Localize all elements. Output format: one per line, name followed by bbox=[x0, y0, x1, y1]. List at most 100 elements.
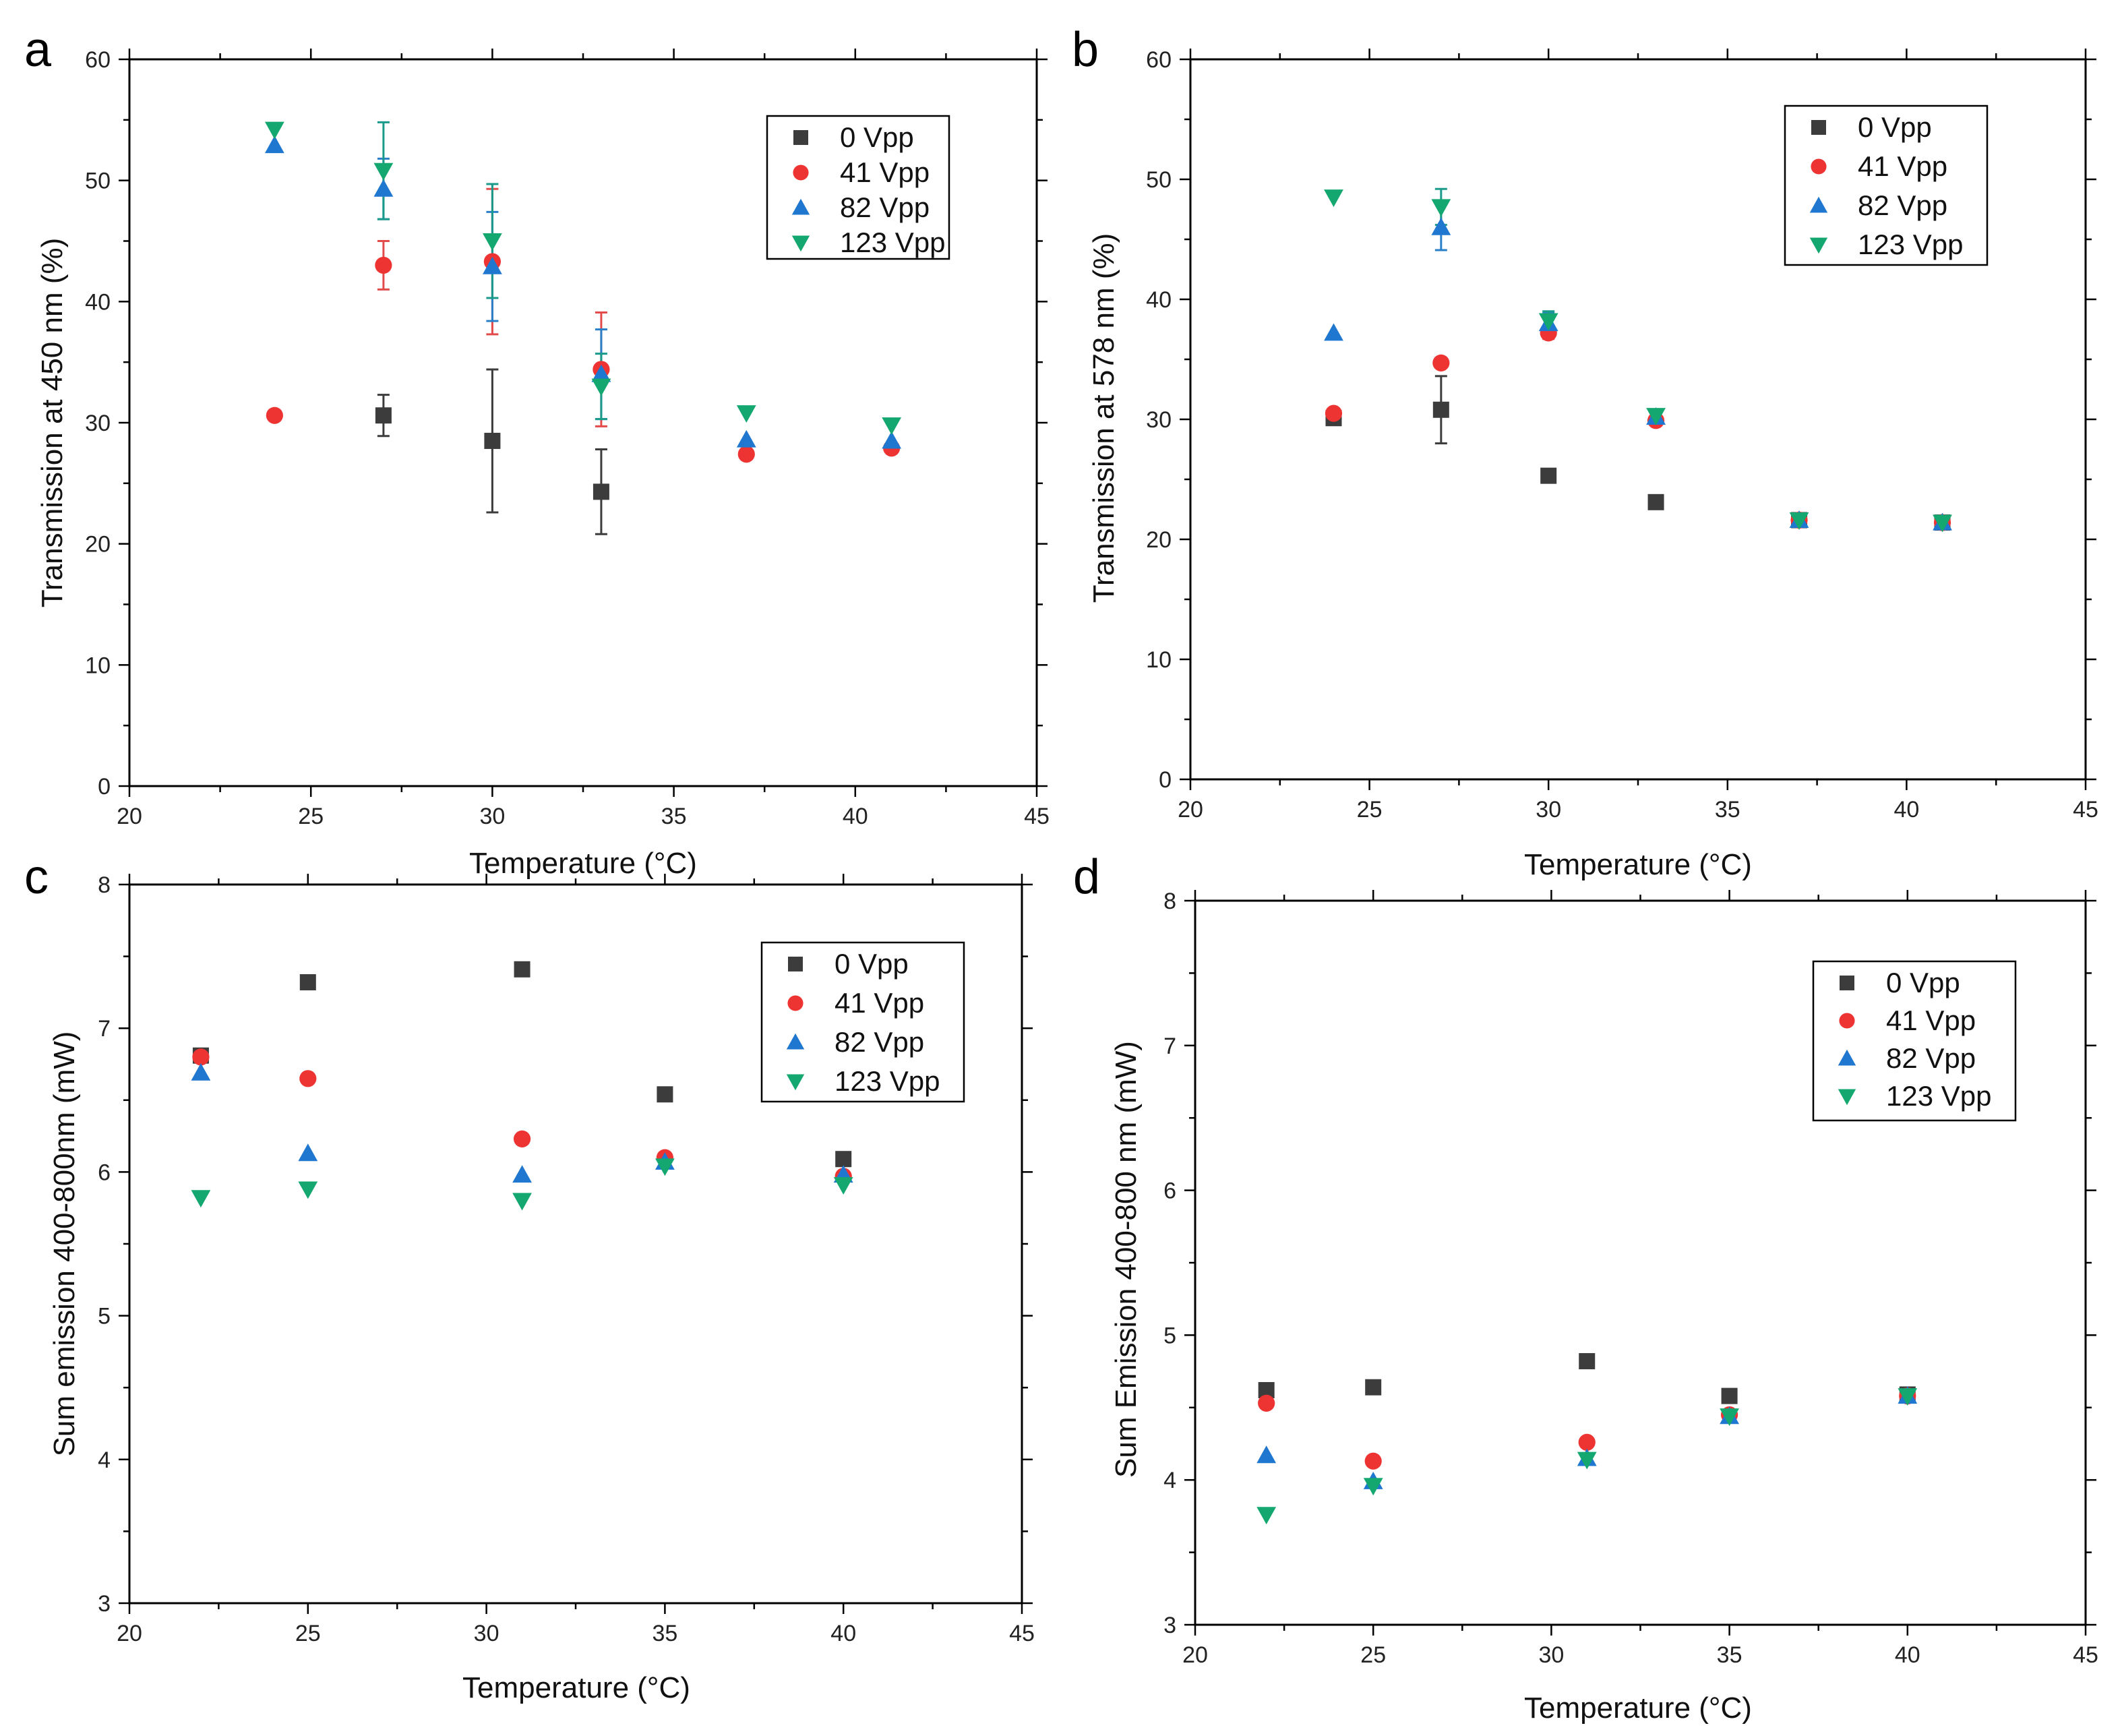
data-point-square bbox=[1647, 493, 1664, 510]
panel-letter-c: c bbox=[24, 850, 49, 904]
data-point-square bbox=[1432, 401, 1449, 418]
legend-marker-triangle-down bbox=[1838, 1089, 1856, 1106]
data-point-triangle-up bbox=[512, 1165, 532, 1183]
data-point-triangle-up bbox=[298, 1143, 318, 1162]
data-point-triangle-down bbox=[1933, 514, 1952, 533]
x-tick-label: 35 bbox=[1715, 797, 1740, 822]
panel-letter-d: d bbox=[1073, 850, 1100, 904]
y-tick-label: 40 bbox=[85, 289, 111, 315]
legend-marker-square bbox=[1811, 120, 1826, 135]
x-tick-label: 45 bbox=[1024, 804, 1050, 829]
legend-label: 82 Vpp bbox=[835, 1026, 924, 1058]
x-tick-label: 40 bbox=[1895, 1642, 1920, 1668]
y-tick-label: 50 bbox=[85, 169, 111, 194]
y-tick-label: 4 bbox=[98, 1447, 111, 1473]
y-axis-title: Sum emission 400-800nm (mW) bbox=[48, 1031, 81, 1457]
data-point-square bbox=[1721, 1387, 1738, 1404]
data-point-square bbox=[484, 432, 501, 449]
x-tick-label: 30 bbox=[474, 1621, 499, 1646]
legend-marker-square bbox=[788, 957, 803, 971]
x-tick-label: 25 bbox=[295, 1621, 321, 1646]
y-tick-label: 30 bbox=[1146, 407, 1172, 433]
legend-marker-triangle-up bbox=[791, 198, 810, 215]
data-point-square bbox=[375, 407, 392, 424]
data-point-triangle-down bbox=[264, 121, 284, 140]
y-tick-label: 8 bbox=[98, 872, 111, 898]
legend-label: 123 Vpp bbox=[1858, 229, 1963, 260]
data-point-circle bbox=[375, 256, 392, 274]
data-point-triangle-down bbox=[191, 1190, 211, 1208]
y-tick-label: 8 bbox=[1163, 889, 1176, 914]
legend-label: 123 Vpp bbox=[835, 1065, 940, 1097]
legend-marker-circle bbox=[787, 995, 804, 1011]
y-tick-label: 20 bbox=[1146, 527, 1172, 553]
y-tick-label: 6 bbox=[1163, 1178, 1176, 1204]
legend-marker-triangle-up bbox=[1838, 1049, 1856, 1066]
data-point-triangle-up bbox=[1431, 217, 1451, 235]
y-tick-label: 3 bbox=[98, 1591, 111, 1617]
legend-label: 0 Vpp bbox=[1858, 111, 1932, 143]
data-point-triangle-down bbox=[1256, 1507, 1277, 1525]
x-axis-title: Temperature (°C) bbox=[462, 1671, 690, 1704]
x-tick-label: 40 bbox=[1893, 797, 1919, 822]
legend-marker-triangle-up bbox=[786, 1033, 805, 1050]
y-tick-label: 3 bbox=[1163, 1613, 1176, 1638]
data-point-square bbox=[514, 961, 530, 978]
data-point-triangle-up bbox=[1324, 323, 1343, 341]
data-point-triangle-down bbox=[591, 378, 611, 396]
y-tick-label: 60 bbox=[1146, 47, 1172, 73]
data-point-triangle-down bbox=[655, 1158, 675, 1176]
panel-b: b 20 25 30 35 40 45 0 10 20 30 40 50 60 Temperature (°… bbox=[1072, 23, 2098, 881]
x-tick-label: 35 bbox=[652, 1621, 677, 1646]
y-axis-title: Transmission at 578 nm (%) bbox=[1087, 233, 1120, 603]
x-tick-label: 20 bbox=[117, 1621, 142, 1646]
legend-marker-triangle-down bbox=[786, 1074, 805, 1091]
data-point-square bbox=[657, 1086, 673, 1103]
x-axis-title: Temperature (°C) bbox=[469, 847, 697, 880]
legend-marker-triangle-down bbox=[1809, 237, 1828, 254]
panel-a: a 20 25 30 35 40 45 0 10 20 30 40 50 60 Temperature (°… bbox=[24, 23, 1050, 880]
x-tick-label: 35 bbox=[1717, 1642, 1742, 1668]
legend-label: 0 Vpp bbox=[835, 948, 909, 980]
y-tick-label: 10 bbox=[1146, 647, 1172, 673]
data-point-square bbox=[593, 483, 609, 500]
panel-letter-a: a bbox=[24, 23, 52, 77]
legend-marker-square bbox=[1840, 976, 1854, 990]
data-point-triangle-up bbox=[591, 364, 611, 382]
x-tick-label: 45 bbox=[1009, 1621, 1035, 1646]
legend-marker-circle bbox=[1811, 158, 1827, 175]
y-tick-label: 50 bbox=[1146, 167, 1172, 193]
data-point-triangle-down bbox=[1720, 1408, 1739, 1427]
y-axis-title: Sum Emission 400-800 nm (mW) bbox=[1110, 1041, 1143, 1478]
data-point-circle bbox=[1258, 1394, 1275, 1412]
data-point-circle bbox=[737, 446, 755, 463]
legend-label: 41 Vpp bbox=[1886, 1005, 1976, 1036]
data-point-triangle-down bbox=[1898, 1388, 1918, 1406]
data-point-circle bbox=[192, 1048, 210, 1066]
data-point-triangle-down bbox=[512, 1193, 532, 1211]
legend: 0 Vpp 41 Vpp 82 Vpp 123 Vpp bbox=[760, 941, 965, 1103]
data-point-circle bbox=[1578, 1433, 1596, 1451]
data-point-circle bbox=[1364, 1452, 1382, 1470]
x-tick-label: 20 bbox=[117, 804, 142, 829]
y-tick-label: 60 bbox=[85, 47, 111, 73]
legend-label: 41 Vpp bbox=[1858, 150, 1947, 182]
x-tick-label: 45 bbox=[2073, 797, 2098, 822]
x-tick-label: 25 bbox=[298, 804, 324, 829]
data-point-triangle-down bbox=[298, 1181, 318, 1199]
legend-label: 41 Vpp bbox=[835, 987, 924, 1019]
y-tick-label: 5 bbox=[1163, 1323, 1176, 1348]
data-point-triangle-down bbox=[373, 162, 394, 181]
x-axis-title: Temperature (°C) bbox=[1524, 1692, 1752, 1725]
data-point-triangle-up bbox=[191, 1062, 211, 1081]
data-point-triangle-down bbox=[833, 1177, 853, 1195]
data-point-triangle-down bbox=[1577, 1451, 1597, 1470]
legend-marker-circle bbox=[793, 164, 809, 181]
data-point-square bbox=[1540, 467, 1557, 484]
data-point-triangle-up bbox=[264, 136, 284, 154]
